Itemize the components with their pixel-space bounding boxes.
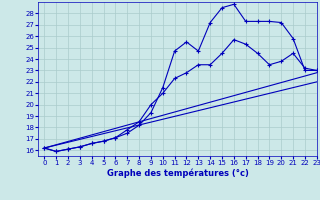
X-axis label: Graphe des températures (°c): Graphe des températures (°c) <box>107 169 249 178</box>
